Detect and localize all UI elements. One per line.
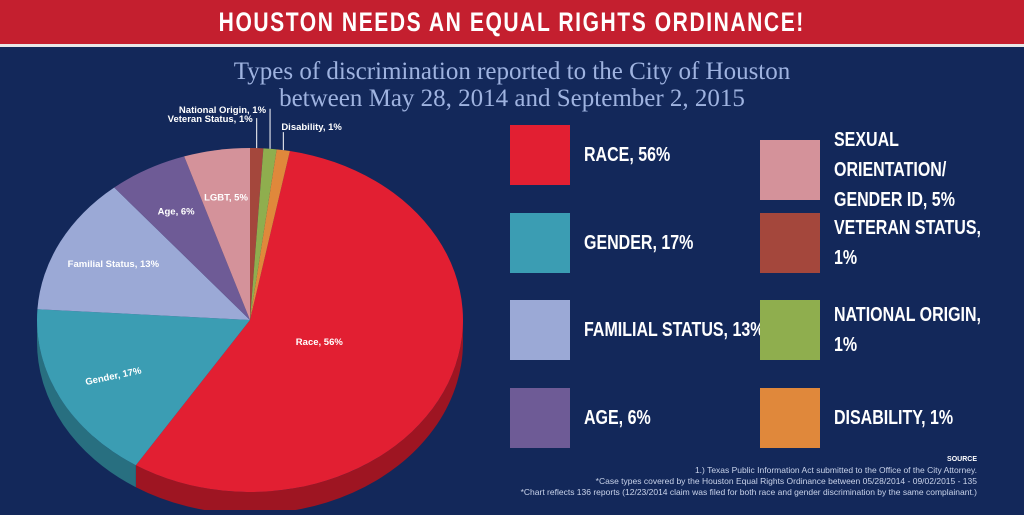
legend-item-5: VETERAN STATUS, 1% — [760, 213, 1024, 273]
legend-label: VETERAN STATUS, 1% — [834, 217, 981, 269]
pie-slice-0 — [135, 151, 463, 492]
legend-item-3: AGE, 6% — [510, 388, 667, 448]
pie-slice-3 — [114, 156, 250, 320]
source-heading: SOURCE — [947, 456, 977, 463]
pie-slice-4 — [184, 148, 250, 320]
chart-title: Types of discrimination reported to the … — [233, 58, 791, 85]
pie-label-0: Race, 56% — [296, 337, 344, 348]
legend-label: NATIONAL ORIGIN, 1% — [834, 304, 981, 356]
pie-tops — [37, 148, 463, 492]
source-line-2: *Case types covered by the Houston Equal… — [595, 476, 977, 486]
legend-swatch — [760, 388, 820, 448]
legend-swatch — [760, 140, 820, 200]
pie-label-2: Familial Status, 13% — [68, 259, 160, 270]
banner-title: HOUSTON NEEDS AN EQUAL RIGHTS ORDINANCE! — [218, 6, 806, 37]
legend-swatch — [510, 125, 570, 185]
pie-chart: Race, 56%Gender, 17%Familial Status, 13%… — [37, 105, 463, 510]
legend-item-6: NATIONAL ORIGIN, 1% — [760, 300, 1024, 360]
legend-label: FAMILIAL STATUS, 13% — [584, 319, 765, 341]
pie-label-4: LGBT, 5% — [204, 193, 248, 204]
pie-slice-6 — [250, 148, 277, 320]
pie-label-6: National Origin, 1% — [179, 105, 267, 116]
legend-swatch — [510, 388, 570, 448]
pie-slice-5 — [250, 148, 264, 320]
legend-swatch — [760, 300, 820, 360]
legend-item-1: GENDER, 17% — [510, 213, 721, 273]
legend-label: DISABILITY, 1% — [834, 407, 954, 429]
pie-side-1 — [37, 320, 136, 488]
legend-item-0: RACE, 56% — [510, 125, 692, 185]
legend-swatch — [510, 213, 570, 273]
pie-slice-1 — [37, 309, 251, 466]
pie-slice-7 — [250, 149, 290, 320]
banner: HOUSTON NEEDS AN EQUAL RIGHTS ORDINANCE! — [0, 0, 1024, 47]
legend-swatch — [760, 213, 820, 273]
chart-subtitle: between May 28, 2014 and September 2, 20… — [279, 85, 745, 112]
source-line-1: 1.) Texas Public Information Act submitt… — [694, 465, 977, 475]
pie-label-3: Age, 6% — [158, 206, 196, 217]
legend-swatch — [510, 300, 570, 360]
source-line-3: *Chart reflects 136 reports (12/23/2014 … — [520, 487, 977, 497]
pie-sides — [37, 320, 463, 510]
pie-label-5: Veteran Status, 1% — [168, 114, 254, 125]
pie-label-7: Disability, 1% — [281, 122, 342, 133]
legend-label: AGE, 6% — [584, 407, 651, 429]
legend-item-4: SEXUAL ORIENTATION/ GENDER ID, 5% — [760, 125, 1024, 215]
legend-label: RACE, 56% — [584, 144, 671, 166]
legend-item-7: DISABILITY, 1% — [760, 388, 983, 448]
source-notes: SOURCE 1.) Texas Public Information Act … — [521, 454, 977, 498]
legend-item-2: FAMILIAL STATUS, 13% — [510, 300, 810, 360]
pie-slice-2 — [37, 187, 251, 320]
pie-side-0 — [135, 320, 463, 510]
legend-label: GENDER, 17% — [584, 232, 694, 254]
legend-label: SEXUAL ORIENTATION/ GENDER ID, 5% — [834, 129, 955, 211]
